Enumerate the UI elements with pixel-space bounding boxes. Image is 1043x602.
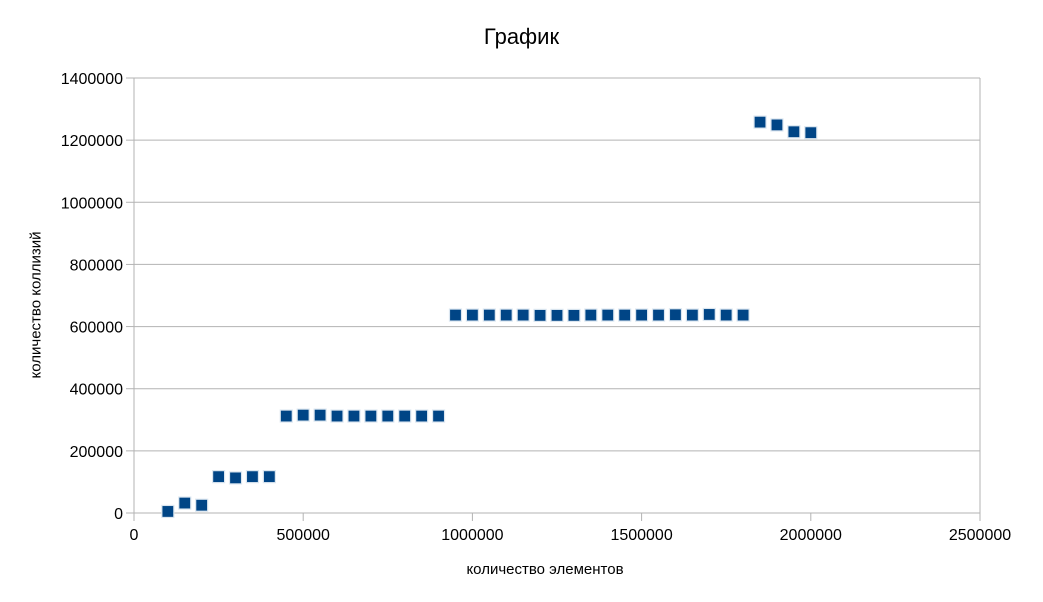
data-point: [634, 308, 649, 322]
data-point: [465, 308, 479, 322]
data-point: [313, 408, 327, 422]
data-point: [161, 504, 175, 519]
y-tick-label: 400000: [70, 382, 123, 399]
data-point: [347, 409, 361, 423]
data-point: [228, 471, 243, 485]
data-point: [770, 118, 784, 132]
data-point: [499, 308, 513, 322]
data-point: [398, 409, 412, 423]
data-point: [279, 409, 293, 423]
data-point: [533, 308, 547, 322]
data-point: [364, 409, 378, 423]
y-tick-label: 600000: [70, 320, 123, 337]
data-point: [448, 308, 463, 322]
x-tick-label: 1000000: [441, 527, 503, 544]
x-tick-label: 2500000: [949, 527, 1011, 544]
data-point: [787, 125, 801, 139]
data-point: [668, 308, 683, 322]
data-point: [262, 470, 276, 484]
data-point: [601, 308, 615, 322]
y-tick-label: 800000: [70, 257, 123, 274]
data-point: [195, 498, 209, 512]
data-point: [702, 307, 716, 322]
data-point: [330, 409, 344, 423]
data-point: [482, 308, 496, 322]
data-point: [550, 308, 564, 322]
data-point: [736, 308, 750, 322]
data-point: [685, 308, 699, 322]
y-tick-label: 200000: [70, 444, 123, 461]
x-tick-label: 1500000: [610, 527, 672, 544]
y-tick-label: 1000000: [61, 195, 123, 212]
data-point: [431, 409, 446, 423]
x-tick-label: 500000: [277, 527, 330, 544]
data-point: [245, 470, 260, 484]
x-tick-label: 0: [130, 527, 139, 544]
data-point: [381, 409, 395, 423]
y-tick-label: 1400000: [61, 71, 123, 88]
y-tick-label: 1200000: [61, 133, 123, 150]
data-point: [178, 496, 192, 510]
data-point: [753, 115, 767, 129]
x-axis-label: количество элементов: [466, 561, 624, 578]
data-point: [567, 308, 581, 322]
data-point: [651, 308, 666, 322]
chart-title: График: [483, 24, 560, 49]
x-tick-label: 2000000: [780, 527, 842, 544]
data-point: [804, 126, 818, 140]
data-point: [516, 308, 530, 322]
data-point: [719, 308, 733, 322]
data-point: [618, 308, 632, 322]
data-point: [584, 308, 598, 322]
data-point: [415, 409, 429, 423]
y-tick-label: 0: [114, 506, 123, 523]
data-point: [296, 408, 310, 422]
data-point: [212, 470, 226, 484]
